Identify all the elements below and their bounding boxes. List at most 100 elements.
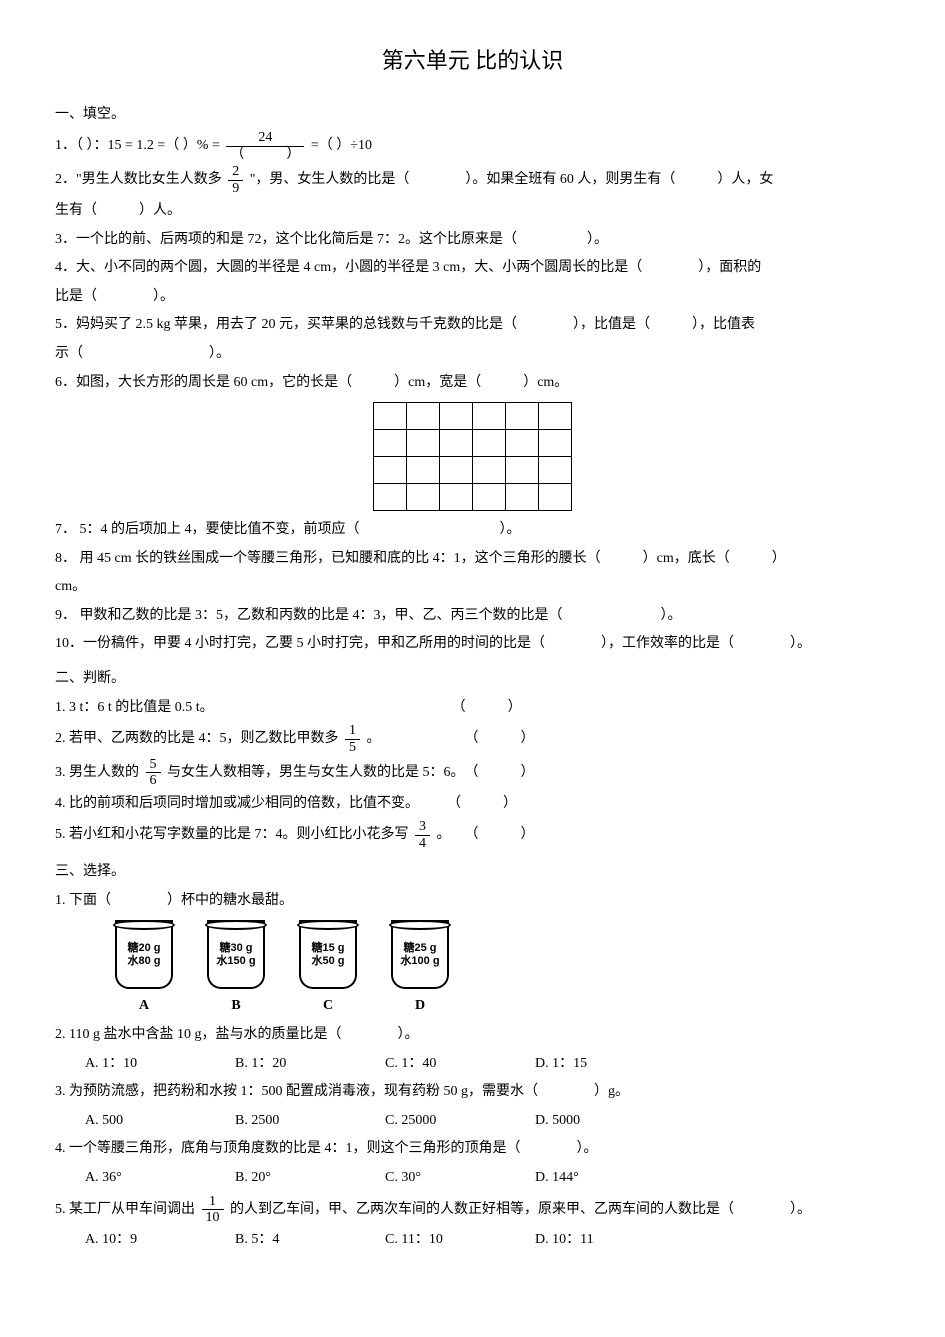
cup-d-l1: 糖25 g [403, 942, 436, 956]
c5-a: A. 10：9 [85, 1227, 235, 1254]
q2-fraction: 2 9 [228, 164, 243, 196]
j3-pre: 3. 男生人数的 [55, 765, 139, 780]
j1: 1. 3 t：6 t 的比值是 0.5 t。 （ ） [55, 695, 890, 722]
c2-c: C. 1：40 [385, 1051, 535, 1078]
j5-pre: 5. 若小红和小花写字数量的比是 7：4。则小红比小花多写 [55, 828, 409, 843]
c4-d: D. 144° [535, 1165, 685, 1192]
q6: 6．如图，大长方形的周长是 60 cm，它的长是（ ）cm，宽是（ ）cm。 [55, 370, 890, 397]
section-1-heading: 一、填空。 [55, 102, 890, 129]
q2-mid: "，男、女生人数的比是（ ）。如果全班有 60 人，则男生有（ ）人，女 [250, 172, 774, 187]
q4b: 比是（ ）。 [55, 284, 890, 311]
q1-frac-den: （ ） [226, 147, 304, 162]
j3-num: 5 [146, 757, 161, 773]
c4-q: 4. 一个等腰三角形，底角与顶角度数的比是 4：1，则这个三角形的顶角是（ ）。 [55, 1136, 890, 1163]
q8: 8． 用 45 cm 长的铁丝围成一个等腰三角形，已知腰和底的比 4：1，这个三… [55, 546, 890, 573]
j3-post: 与女生人数相等，男生与女生人数的比是 5：6。 （ ） [167, 765, 535, 780]
q5: 5．妈妈买了 2.5 kg 苹果，用去了 20 元，买苹果的总钱数与千克数的比是… [55, 312, 890, 339]
c3-c: C. 25000 [385, 1108, 535, 1135]
c4-b: B. 20° [235, 1165, 385, 1192]
cup-c-l1: 糖15 g [311, 942, 344, 956]
q5b: 示（ ）。 [55, 341, 890, 368]
q7: 7． 5：4 的后项加上 4，要使比值不变，前项应（ ）。 [55, 517, 890, 544]
c2-q: 2. 110 g 盐水中含盐 10 g，盐与水的质量比是（ ）。 [55, 1022, 890, 1049]
j2-pre: 2. 若甲、乙两数的比是 4：5，则乙数比甲数多 [55, 731, 339, 746]
section-3-heading: 三、选择。 [55, 859, 890, 886]
q4: 4．大、小不同的两个圆，大圆的半径是 4 cm，小圆的半径是 3 cm，大、小两… [55, 255, 890, 282]
j2: 2. 若甲、乙两数的比是 4：5，则乙数比甲数多 1 5 。 （ ） [55, 723, 890, 755]
c5-post: 的人到乙车间，甲、乙两次车间的人数正好相等，原来甲、乙两车间的人数比是（ ）。 [230, 1202, 811, 1217]
c2-b: B. 1：20 [235, 1051, 385, 1078]
cup-a: 糖20 g 水80 g A [115, 920, 173, 1020]
j5-post: 。 （ ） [437, 828, 535, 843]
q1: 1．（ ）：15 = 1.2 =（ ）% = 24 （ ） =（ ）÷10 [55, 130, 890, 162]
cup-a-l2: 水80 g [127, 955, 160, 969]
c2-a: A. 1：10 [85, 1051, 235, 1078]
q2-num: 2 [228, 164, 243, 180]
q1-d: ）÷10 [336, 139, 372, 154]
c5-pre: 5. 某工厂从甲车间调出 [55, 1202, 195, 1217]
j3-frac: 5 6 [146, 757, 161, 789]
q1-b: ）% = [183, 139, 220, 154]
cup-a-label: A [115, 993, 173, 1020]
cup-d-label: D [391, 993, 449, 1020]
q2: 2．"男生人数比女生人数多 2 9 "，男、女生人数的比是（ ）。如果全班有 6… [55, 164, 890, 196]
j2-num: 1 [345, 723, 360, 739]
c4-a: A. 36° [85, 1165, 235, 1192]
j2-post: 。 （ ） [367, 731, 535, 746]
c2-opts: A. 1：10 B. 1：20 C. 1：40 D. 1：15 [55, 1051, 890, 1078]
section-2-heading: 二、判断。 [55, 666, 890, 693]
q1-a: ）：15 = 1.2 =（ [87, 139, 180, 154]
j4: 4. 比的前项和后项同时增加或减少相同的倍数，比值不变。 （ ） [55, 791, 890, 818]
cup-d-l2: 水100 g [400, 955, 439, 969]
cup-b-body: 糖30 g 水150 g [207, 920, 265, 989]
c3-b: B. 2500 [235, 1108, 385, 1135]
c4-c: C. 30° [385, 1165, 535, 1192]
cups-row: 糖20 g 水80 g A 糖30 g 水150 g B 糖15 g 水50 g… [115, 920, 890, 1020]
cup-b-l1: 糖30 g [219, 942, 252, 956]
q1-c: =（ [311, 139, 333, 154]
c3-d: D. 5000 [535, 1108, 685, 1135]
j5-frac: 3 4 [415, 819, 430, 851]
c2-d: D. 1：15 [535, 1051, 685, 1078]
cup-c-body: 糖15 g 水50 g [299, 920, 357, 989]
c5-den: 10 [202, 1210, 224, 1225]
cup-d-body: 糖25 g 水100 g [391, 920, 449, 989]
q10: 10．一份稿件，甲要 4 小时打完，乙要 5 小时打完，甲和乙所用的时间的比是（… [55, 631, 890, 658]
q1-frac-num: 24 [226, 130, 304, 146]
c5-d: D. 10：11 [535, 1227, 685, 1254]
q8b: cm。 [55, 574, 890, 601]
j5: 5. 若小红和小花写字数量的比是 7：4。则小红比小花多写 3 4 。 （ ） [55, 819, 890, 851]
c4-opts: A. 36° B. 20° C. 30° D. 144° [55, 1165, 890, 1192]
cup-d: 糖25 g 水100 g D [391, 920, 449, 1020]
q3: 3．一个比的前、后两项的和是 72，这个比化简后是 7：2。这个比原来是（ ）。 [55, 227, 890, 254]
q1-lead: 1．（ [55, 139, 83, 154]
j2-den: 5 [345, 740, 360, 755]
cup-b: 糖30 g 水150 g B [207, 920, 265, 1020]
q2-den: 9 [228, 181, 243, 196]
c3-q: 3. 为预防流感，把药粉和水按 1：500 配置成消毒液，现有药粉 50 g，需… [55, 1079, 890, 1106]
cup-a-l1: 糖20 g [127, 942, 160, 956]
c3-opts: A. 500 B. 2500 C. 25000 D. 5000 [55, 1108, 890, 1135]
j2-frac: 1 5 [345, 723, 360, 755]
q9: 9． 甲数和乙数的比是 3：5，乙数和丙数的比是 4：3，甲、乙、丙三个数的比是… [55, 603, 890, 630]
page-title: 第六单元 比的认识 [55, 40, 890, 82]
q2-pre: 2．"男生人数比女生人数多 [55, 172, 222, 187]
cup-c: 糖15 g 水50 g C [299, 920, 357, 1020]
cup-c-label: C [299, 993, 357, 1020]
c5-c: C. 11：10 [385, 1227, 535, 1254]
c5-num: 1 [202, 1194, 224, 1210]
j5-num: 3 [415, 819, 430, 835]
grid-figure [373, 402, 572, 511]
cup-b-label: B [207, 993, 265, 1020]
j5-den: 4 [415, 836, 430, 851]
j3: 3. 男生人数的 5 6 与女生人数相等，男生与女生人数的比是 5：6。 （ ） [55, 757, 890, 789]
cup-b-l2: 水150 g [216, 955, 255, 969]
c5-b: B. 5：4 [235, 1227, 385, 1254]
c1: 1. 下面（ ）杯中的糖水最甜。 [55, 888, 890, 915]
q1-fraction: 24 （ ） [226, 130, 304, 162]
cup-c-l2: 水50 g [311, 955, 344, 969]
c5-q: 5. 某工厂从甲车间调出 1 10 的人到乙车间，甲、乙两次车间的人数正好相等，… [55, 1194, 890, 1226]
c5-frac: 1 10 [202, 1194, 224, 1226]
cup-a-body: 糖20 g 水80 g [115, 920, 173, 989]
grid-table [373, 402, 572, 511]
